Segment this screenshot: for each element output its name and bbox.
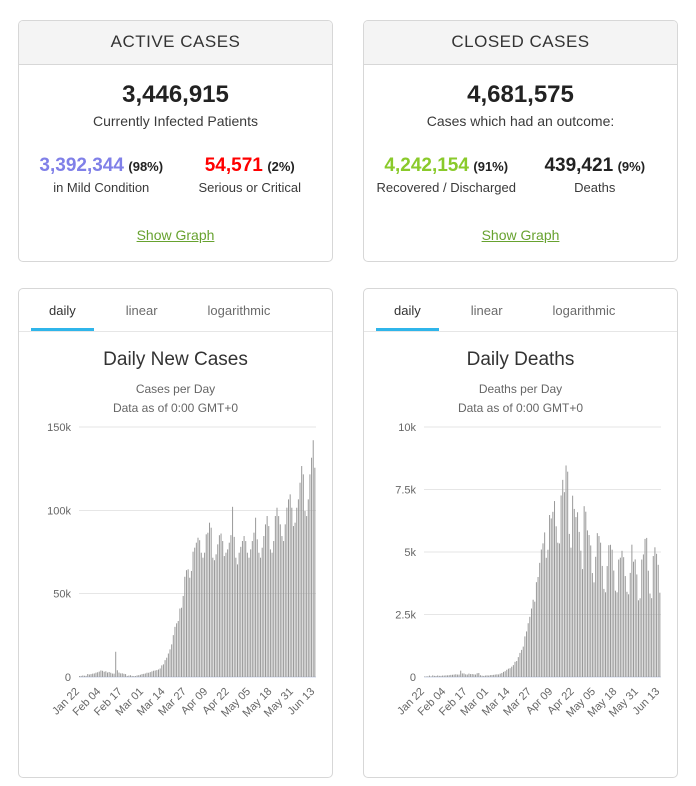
svg-text:100k: 100k [47,506,71,518]
active-show-graph-link[interactable]: Show Graph [136,227,215,243]
deaths-value: 439,421 [544,155,614,176]
closed-show-graph-wrap: Show Graph [364,227,677,245]
svg-text:0: 0 [410,672,416,684]
mild-condition-value: 3,392,344 [39,155,124,176]
daily-deaths-tabs: daily linear logarithmic [364,289,677,332]
daily-deaths-chart-title: Daily Deaths [466,349,575,370]
chart-row: daily linear logarithmic Daily New Cases… [18,288,678,778]
active-cases-total-label: Currently Infected Patients [93,113,258,129]
recovered-label: Recovered / Discharged [376,180,516,195]
tab-daily-cases-logarithmic[interactable]: logarithmic [207,303,271,318]
closed-cases-title: CLOSED CASES [364,21,677,65]
mild-condition-stat: 3,392,344 (98%) in Mild Condition [27,155,176,195]
tab-daily-deaths-linear[interactable]: linear [470,303,503,318]
daily-cases-chart-subtitle: Cases per Day Data as of 0:00 GMT+0 [19,380,332,417]
serious-critical-stat: 54,571 (2%) Serious or Critical [176,155,325,195]
tab-daily-deaths-logarithmic[interactable]: logarithmic [552,303,616,318]
serious-critical-label: Serious or Critical [198,180,302,195]
tab-daily-cases-linear[interactable]: linear [125,303,158,318]
closed-cases-panel: CLOSED CASES 4,681,575 Cases which had a… [363,20,678,262]
svg-text:50k: 50k [53,589,71,601]
daily-deaths-chart-subtitle: Deaths per Day Data as of 0:00 GMT+0 [364,380,677,417]
mild-condition-label: in Mild Condition [53,180,150,195]
serious-critical-pct: (2%) [267,159,295,174]
closed-cases-split: 4,242,154 (91%) Recovered / Discharged 4… [372,155,669,195]
active-cases-body: 3,446,915 Currently Infected Patients 3,… [19,65,332,261]
svg-text:7.5k: 7.5k [395,485,416,497]
daily-cases-subtitle-line2: Data as of 0:00 GMT+0 [112,400,239,415]
daily-new-cases-chart: 0 50k 100k 150k Jan 22 Feb 04 Feb 17 Mar 01 Mar … [19,419,332,741]
active-cases-panel: ACTIVE CASES 3,446,915 Currently Infecte… [18,20,333,262]
svg-text:5k: 5k [404,547,416,559]
active-cases-total: 3,446,915 [122,81,229,108]
svg-text:2.5k: 2.5k [395,610,416,622]
daily-deaths-subtitle-line2: Data as of 0:00 GMT+0 [457,400,584,415]
daily-cases-tabs: daily linear logarithmic [19,289,332,332]
active-show-graph-wrap: Show Graph [19,227,332,245]
active-cases-title: ACTIVE CASES [19,21,332,65]
svg-text:150k: 150k [47,422,71,434]
active-cases-split: 3,392,344 (98%) in Mild Condition 54,571… [27,155,324,195]
recovered-stat: 4,242,154 (91%) Recovered / Discharged [372,155,521,195]
serious-critical-value: 54,571 [204,155,263,176]
recovered-value: 4,242,154 [384,155,469,176]
daily-cases-chart-title: Daily New Cases [103,349,248,370]
closed-cases-body: 4,681,575 Cases which had an outcome: 4,… [364,65,677,261]
daily-deaths-subtitle-line1: Deaths per Day [478,382,563,396]
deaths-stat: 439,421 (9%) Deaths [521,155,670,195]
stat-row: ACTIVE CASES 3,446,915 Currently Infecte… [18,20,678,262]
deaths-pct: (9%) [617,159,646,174]
daily-cases-subtitle-line1: Cases per Day [135,382,216,396]
deaths-label: Deaths [574,180,616,195]
recovered-pct: (91%) [473,159,509,174]
svg-text:0: 0 [65,672,71,684]
mild-condition-pct: (98%) [128,159,164,174]
daily-new-cases-panel: daily linear logarithmic Daily New Cases… [18,288,333,778]
daily-deaths-panel: daily linear logarithmic Daily Deaths De… [363,288,678,778]
tab-daily-deaths-daily[interactable]: daily [376,289,439,331]
closed-show-graph-link[interactable]: Show Graph [481,227,560,243]
closed-cases-total: 4,681,575 [467,81,574,108]
daily-deaths-chart: 0 2.5k 5k 7.5k 10k Jan 22 Feb 04 Feb 17 Mar 01 Ma… [364,419,677,741]
tab-daily-cases-daily[interactable]: daily [31,289,94,331]
closed-cases-total-label: Cases which had an outcome: [426,113,615,129]
svg-text:10k: 10k [398,422,416,434]
